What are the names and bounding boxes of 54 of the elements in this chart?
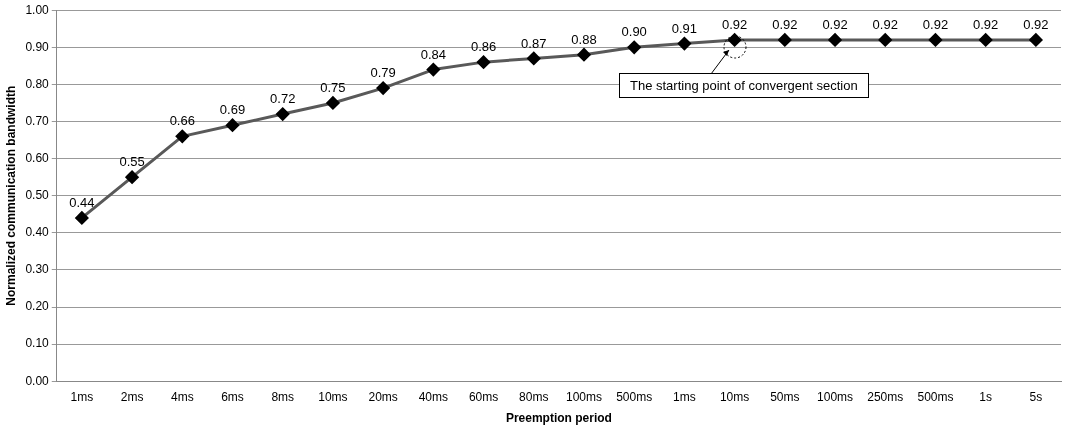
y-tick-label: 0.20 xyxy=(25,299,50,314)
data-label: 0.72 xyxy=(270,91,296,107)
x-tick-label: 100ms xyxy=(565,389,602,404)
x-tick-label: 6ms xyxy=(221,389,244,404)
x-tick-label: 8ms xyxy=(271,389,295,404)
data-label: 0.92 xyxy=(922,16,949,32)
x-tick-label: 1s xyxy=(979,389,993,404)
y-tick-label: 1.00 xyxy=(25,2,50,17)
data-label: 0.87 xyxy=(521,35,547,51)
annotation: The starting point of convergent section xyxy=(619,73,869,98)
x-tick-label: 10ms xyxy=(719,389,750,404)
x-tick-label: 10ms xyxy=(318,389,348,404)
x-tick-label: 20ms xyxy=(368,389,398,404)
y-tick-label: 0.50 xyxy=(25,188,50,203)
data-label: 0.84 xyxy=(420,46,446,62)
data-label: 0.86 xyxy=(470,39,497,55)
data-label: 0.92 xyxy=(822,16,848,32)
x-axis-title: Preemption period xyxy=(505,411,612,426)
data-label: 0.55 xyxy=(119,154,145,170)
x-tick-label: 5s xyxy=(1029,389,1043,404)
data-label: 0.66 xyxy=(169,113,195,129)
x-tick-label: 50ms xyxy=(770,389,800,404)
y-tick-label: 0.60 xyxy=(25,150,50,165)
x-tick-label: 2ms xyxy=(120,389,144,404)
data-label: 0.91 xyxy=(671,20,698,36)
data-label: 0.75 xyxy=(320,80,346,96)
data-label: 0.44 xyxy=(69,195,95,211)
y-tick-label: 0.70 xyxy=(25,113,50,128)
data-label: 0.69 xyxy=(219,102,246,118)
data-label: 0.92 xyxy=(872,16,898,32)
y-tick-label: 0.30 xyxy=(25,262,50,277)
x-tick-label: 500ms xyxy=(917,389,954,404)
data-label: 0.92 xyxy=(721,16,748,32)
data-label: 0.79 xyxy=(370,65,396,81)
y-axis-title: Normalized communication bandwidth xyxy=(3,85,18,306)
x-tick-label: 80ms xyxy=(519,389,549,404)
x-tick-label: 1ms xyxy=(673,389,696,404)
data-label: 0.88 xyxy=(571,31,597,47)
data-label: 0.92 xyxy=(973,16,999,32)
y-tick-label: 0.90 xyxy=(25,39,50,54)
x-tick-label: 500ms xyxy=(616,389,653,404)
x-tick-label: 250ms xyxy=(867,389,904,404)
x-tick-label: 40ms xyxy=(418,389,449,404)
data-label: 0.90 xyxy=(621,24,647,40)
y-tick-label: 0.40 xyxy=(25,225,50,240)
y-tick-label: 0.00 xyxy=(25,373,50,388)
x-tick-label: 4ms xyxy=(170,389,194,404)
data-label: 0.92 xyxy=(1023,16,1049,32)
x-tick-label: 1ms xyxy=(70,389,94,404)
y-tick-label: 0.80 xyxy=(25,76,50,91)
y-tick-label: 0.10 xyxy=(25,336,50,351)
x-tick-label: 100ms xyxy=(817,389,854,404)
x-tick-label: 60ms xyxy=(468,389,499,404)
data-label: 0.92 xyxy=(772,16,798,32)
